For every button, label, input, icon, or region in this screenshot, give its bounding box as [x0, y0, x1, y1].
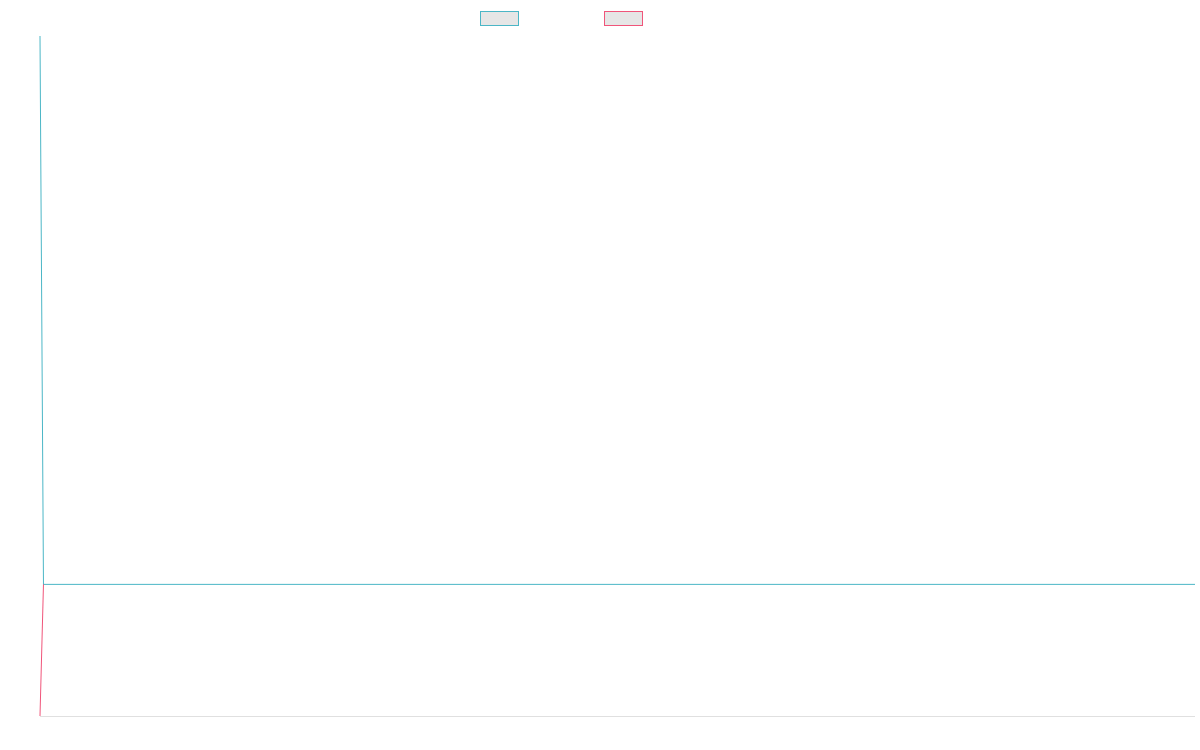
series-layer: [39, 35, 1195, 717]
legend-item-series-1[interactable]: [480, 9, 525, 27]
legend: [0, 9, 1200, 27]
legend-swatch-series-2: [604, 10, 643, 26]
series-line-1[interactable]: [39, 35, 1195, 585]
series-line-2[interactable]: [39, 584, 44, 717]
legend-item-series-2[interactable]: [604, 9, 649, 27]
legend-swatch-series-1: [480, 10, 519, 26]
